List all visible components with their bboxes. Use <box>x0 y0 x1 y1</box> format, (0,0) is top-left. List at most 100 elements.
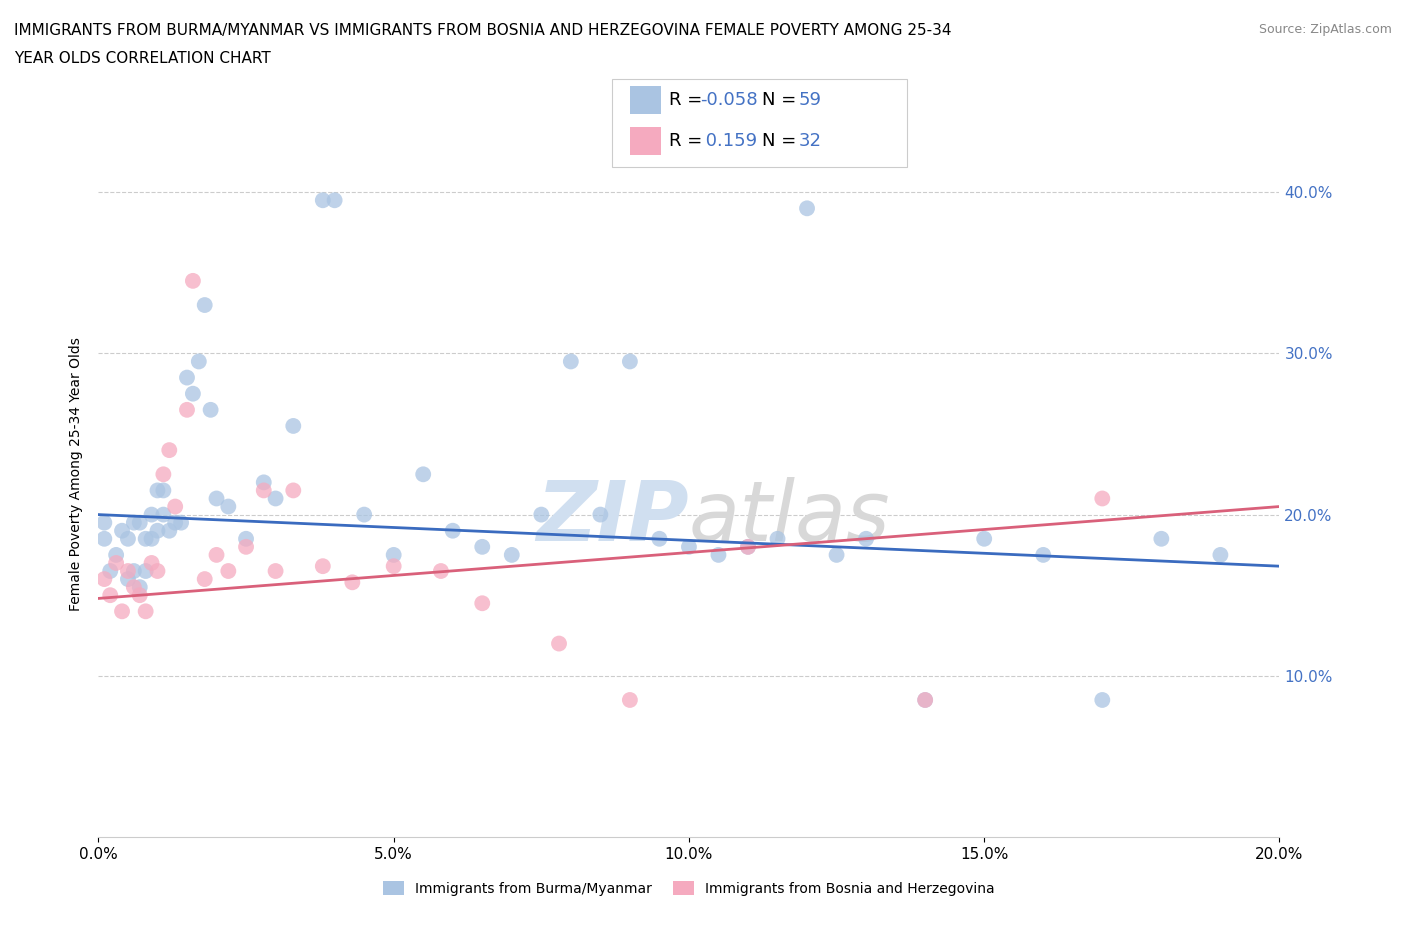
Point <box>117 531 139 546</box>
Point <box>412 467 434 482</box>
Point <box>648 531 671 546</box>
Point <box>176 370 198 385</box>
Point <box>170 515 193 530</box>
Point <box>135 604 157 618</box>
Point <box>283 418 305 433</box>
Point <box>128 588 150 603</box>
Text: 59: 59 <box>799 91 821 110</box>
Point <box>707 548 730 563</box>
Point <box>1150 531 1173 546</box>
Text: Source: ZipAtlas.com: Source: ZipAtlas.com <box>1258 23 1392 36</box>
Point <box>855 531 877 546</box>
Point <box>914 693 936 708</box>
Point <box>128 515 150 530</box>
Point <box>471 596 494 611</box>
Point <box>217 564 239 578</box>
Text: -0.058: -0.058 <box>700 91 758 110</box>
Point <box>914 693 936 708</box>
Point <box>98 588 121 603</box>
Point <box>501 548 523 563</box>
Point <box>157 524 180 538</box>
Point <box>342 575 364 590</box>
Point <box>181 386 204 401</box>
Point <box>111 604 134 618</box>
Point <box>205 491 228 506</box>
Point <box>264 491 287 506</box>
Point <box>235 531 257 546</box>
Point <box>619 693 641 708</box>
Text: ZIP: ZIP <box>536 477 689 558</box>
Point <box>157 443 180 458</box>
Point <box>1032 548 1054 563</box>
Point <box>122 564 145 578</box>
Point <box>264 564 287 578</box>
Point <box>312 559 335 574</box>
Point <box>93 531 115 546</box>
Point <box>973 531 995 546</box>
Point <box>152 483 174 498</box>
Point <box>217 499 239 514</box>
Point <box>111 524 134 538</box>
Point <box>165 515 187 530</box>
Point <box>1091 693 1114 708</box>
Point <box>253 483 276 498</box>
Text: IMMIGRANTS FROM BURMA/MYANMAR VS IMMIGRANTS FROM BOSNIA AND HERZEGOVINA FEMALE P: IMMIGRANTS FROM BURMA/MYANMAR VS IMMIGRA… <box>14 23 952 38</box>
Point <box>796 201 818 216</box>
Point <box>135 531 157 546</box>
Point <box>187 354 209 369</box>
Point <box>93 572 115 587</box>
Point <box>530 507 553 522</box>
Point <box>589 507 612 522</box>
Point <box>200 403 222 418</box>
Point <box>205 548 228 563</box>
Point <box>146 483 169 498</box>
Legend: Immigrants from Burma/Myanmar, Immigrants from Bosnia and Herzegovina: Immigrants from Burma/Myanmar, Immigrant… <box>377 874 1001 903</box>
Point <box>141 555 163 570</box>
Point <box>678 539 700 554</box>
Point <box>737 539 759 554</box>
Point <box>1209 548 1232 563</box>
Point <box>194 298 217 312</box>
Point <box>430 564 453 578</box>
Point <box>253 475 276 490</box>
Point <box>117 564 139 578</box>
Text: N =: N = <box>762 132 801 151</box>
Point <box>105 548 128 563</box>
Point <box>122 579 145 594</box>
Point <box>176 403 198 418</box>
Point <box>181 273 204 288</box>
Point <box>471 539 494 554</box>
Text: atlas: atlas <box>689 477 890 558</box>
Point <box>323 193 346 207</box>
Text: N =: N = <box>762 91 801 110</box>
Point <box>1091 491 1114 506</box>
Point <box>165 499 187 514</box>
Point <box>312 193 335 207</box>
Text: 32: 32 <box>799 132 821 151</box>
Point <box>105 555 128 570</box>
Point <box>548 636 571 651</box>
Point <box>353 507 375 522</box>
Text: R =: R = <box>669 132 709 151</box>
Point <box>152 507 174 522</box>
Text: 0.159: 0.159 <box>700 132 758 151</box>
Point <box>382 559 405 574</box>
Point <box>146 524 169 538</box>
Point <box>122 515 145 530</box>
Point <box>737 539 759 554</box>
Point <box>560 354 582 369</box>
Text: YEAR OLDS CORRELATION CHART: YEAR OLDS CORRELATION CHART <box>14 51 271 66</box>
Point <box>141 507 163 522</box>
Point <box>235 539 257 554</box>
Point <box>152 467 174 482</box>
Point <box>194 572 217 587</box>
Point <box>825 548 848 563</box>
Point <box>283 483 305 498</box>
Point <box>141 531 163 546</box>
Point <box>135 564 157 578</box>
Point <box>117 572 139 587</box>
Point <box>93 515 115 530</box>
Point <box>382 548 405 563</box>
Point <box>766 531 789 546</box>
Text: R =: R = <box>669 91 709 110</box>
